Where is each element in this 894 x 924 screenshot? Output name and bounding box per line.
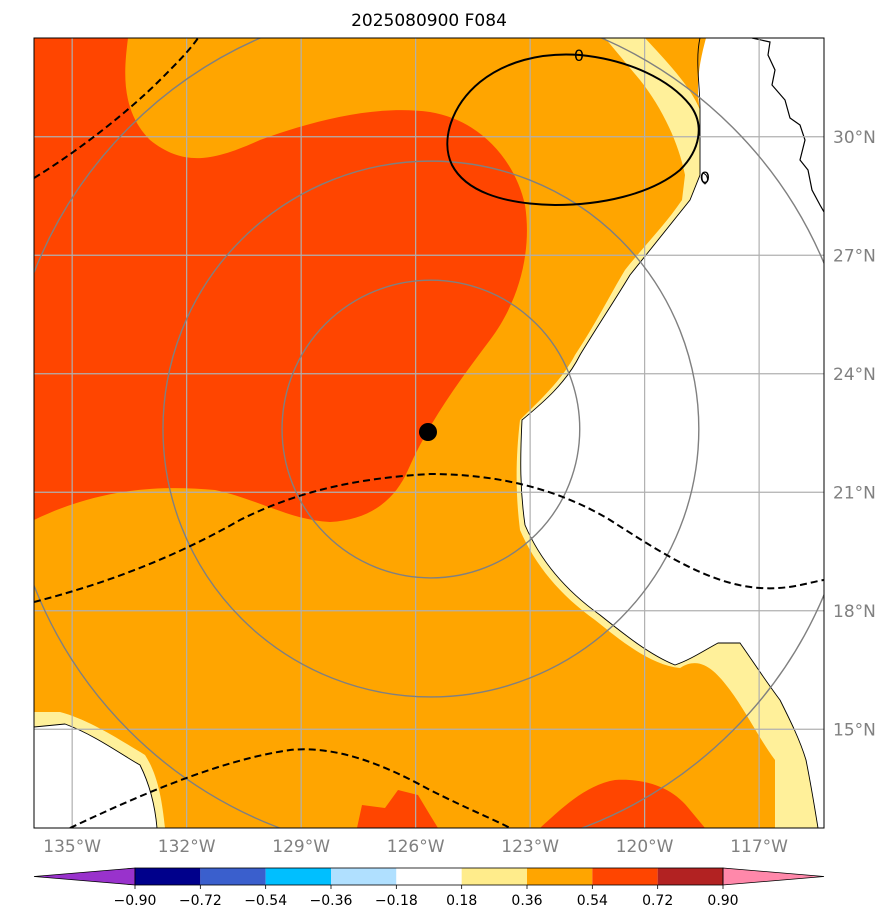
storm-center-marker xyxy=(419,423,437,441)
colorbar-tick-label: −0.18 xyxy=(375,893,418,909)
colorbar-segment-5 xyxy=(396,868,462,885)
coastline-southwest xyxy=(34,723,158,828)
colorbar-segment-8 xyxy=(592,868,658,885)
colorbar-extend-high xyxy=(722,867,825,886)
contour-zero-solid xyxy=(446,53,700,207)
coastline-east xyxy=(520,38,819,828)
colorbar-segment-9 xyxy=(657,868,723,885)
range-ring-0 xyxy=(281,279,581,579)
lon-tick-label: 129°W xyxy=(272,837,330,857)
colorbar-outline xyxy=(134,867,724,886)
contour-dashed-middle xyxy=(34,472,824,603)
colorbar-segment-1 xyxy=(135,868,201,885)
contour-small-loop xyxy=(700,172,708,185)
colorbar-segment-4 xyxy=(331,868,397,885)
chart-title: 2025080900 F084 xyxy=(351,11,507,31)
colorbar-segment-3 xyxy=(265,868,331,885)
lat-tick-label: 24°N xyxy=(833,365,876,385)
field-fill-red-south-1 xyxy=(357,790,438,828)
lon-tick-label: 126°W xyxy=(387,837,445,857)
colorbar-tick-label: 0.90 xyxy=(707,893,738,909)
colorbar-tick-label: −0.54 xyxy=(244,893,287,909)
colorbar-segment-7 xyxy=(527,868,593,885)
contour-label-zero-small: 0 xyxy=(700,168,710,187)
map-panel xyxy=(34,38,824,828)
lon-tick-label: 117°W xyxy=(730,837,788,857)
colorbar-segment-6 xyxy=(461,868,527,885)
colorbar-tick-label: 0.18 xyxy=(446,893,477,909)
range-rings xyxy=(34,38,824,828)
colorbar-tick-label: 0.54 xyxy=(577,893,608,909)
contour-dashed-northwest xyxy=(34,38,199,179)
field-fill-red-west xyxy=(34,38,527,522)
colorbar-tick-label: 0.36 xyxy=(511,893,542,909)
range-ring-1 xyxy=(162,160,700,698)
lat-tick-label: 18°N xyxy=(833,602,876,622)
coastline-northeast xyxy=(751,38,824,213)
land-east xyxy=(520,38,824,828)
colorbar: −0.90 −0.72 −0.54 −0.36 −0.18 0.18 0.36 0.54 0.7… xyxy=(33,867,825,909)
lat-tick-label: 27°N xyxy=(833,246,876,266)
lon-tick-label: 123°W xyxy=(501,837,559,857)
lat-tick-label: 21°N xyxy=(833,483,876,503)
colorbar-extend-low xyxy=(33,867,136,886)
colorbar-segment-2 xyxy=(200,868,266,885)
lat-tick-label: 15°N xyxy=(833,720,876,740)
field-fill-light-east xyxy=(516,38,818,828)
lon-tick-label: 132°W xyxy=(158,837,216,857)
field-fill-red-south-2 xyxy=(540,779,705,828)
latitude-axis: 15°N 18°N 21°N 24°N 27°N 30°N xyxy=(833,128,876,741)
contour-dashed-south xyxy=(69,748,511,828)
longitude-axis: 135°W 132°W 129°W 126°W 123°W 120°W 117°W xyxy=(43,837,788,857)
lon-tick-label: 135°W xyxy=(43,837,101,857)
lat-tick-label: 30°N xyxy=(833,128,876,148)
contour-label-zero: 0 xyxy=(574,46,584,65)
lon-tick-label: 120°W xyxy=(616,837,674,857)
colorbar-tick-label: −0.72 xyxy=(179,893,222,909)
colorbar-tick-label: −0.90 xyxy=(114,893,157,909)
map-frame xyxy=(33,37,825,829)
colorbar-tick-label: 0.72 xyxy=(642,893,673,909)
colorbar-tick-label: −0.36 xyxy=(310,893,353,909)
